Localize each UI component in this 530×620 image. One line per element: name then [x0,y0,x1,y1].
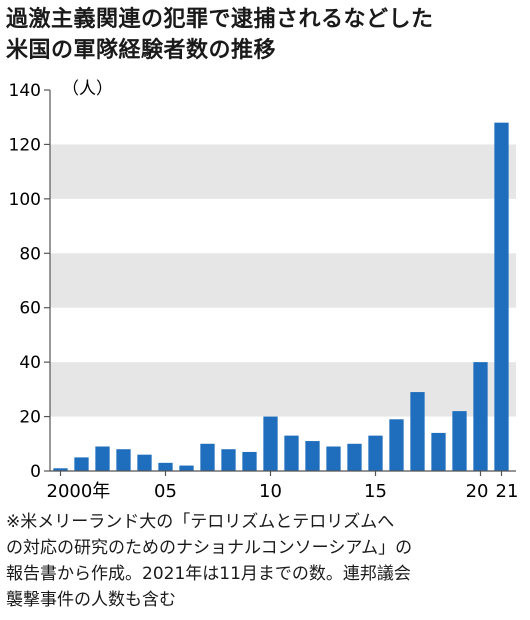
bar-2002 [95,446,110,471]
bar-2008 [221,449,236,471]
source-note-line-4: 襲撃事件の人数も含む [6,590,176,610]
bar-chart: 0 20 40 60 80 100 120 140 （人） 2000年 05 10 15 20 21 [9,79,519,502]
bar-2010 [263,416,278,471]
bar-2000 [53,468,68,471]
x-tick-label: 15 [364,481,387,502]
bar-2012 [305,441,320,471]
chart-title-line-1: 過激主義関連の犯罪で逮捕されるなどした [6,7,434,32]
y-tick-label: 120 [9,135,41,155]
x-tick-label: 21 [496,481,519,502]
bar-2014 [347,443,362,471]
grid-band [50,253,516,308]
bar-2020 [473,362,488,471]
y-tick-label: 40 [19,353,41,373]
y-axis-ticks: 0 20 40 60 80 100 120 140 [9,81,50,482]
x-tick-label: 10 [259,481,282,502]
bar-2018 [431,432,446,471]
bar-2013 [326,446,341,471]
bar-2009 [242,451,257,471]
background-bands [50,144,516,417]
y-tick-label: 140 [9,81,41,101]
bar-2021 [494,122,509,472]
x-tick-label: 2000年 [47,481,111,502]
source-note-line-2: の対応の研究のためのナショナルコンソーシアム」の [6,538,413,558]
source-note: ※米メリーランド大の「テロリズムとテロリズムへ の対応の研究のためのナショナルコ… [6,509,526,613]
bar-2019 [452,411,467,471]
bar-2005 [158,462,173,471]
bar-2017 [410,392,425,471]
x-tick-label: 20 [466,481,489,502]
y-tick-label: 80 [19,244,41,264]
y-tick-label: 0 [30,462,41,482]
y-axis-unit-label: （人） [62,79,113,99]
grid-band [50,144,516,199]
y-tick-label: 20 [19,408,41,428]
bar-2003 [116,449,131,471]
y-tick-label: 100 [9,190,41,210]
bar-2016 [389,419,404,471]
bar-2011 [284,435,299,471]
y-tick-label: 60 [19,299,41,319]
x-tick-label: 05 [154,481,177,502]
source-note-line-1: ※米メリーランド大の「テロリズムとテロリズムへ [6,512,395,532]
bar-2015 [368,435,383,471]
x-axis-ticks: 2000年 05 10 15 20 21 [47,471,519,502]
bar-2004 [137,454,152,471]
grid-band [50,362,516,417]
chart-title-line-2: 米国の軍隊経験者数の推移 [6,38,277,63]
bar-2001 [74,457,89,471]
source-note-line-3: 報告書から作成。2021年は11月までの数。連邦議会 [6,564,411,584]
bar-2006 [179,465,194,471]
chart-title: 過激主義関連の犯罪で逮捕されるなどした 米国の軍隊経験者数の推移 [6,4,526,66]
bars [53,122,509,472]
bar-2007 [200,443,215,471]
